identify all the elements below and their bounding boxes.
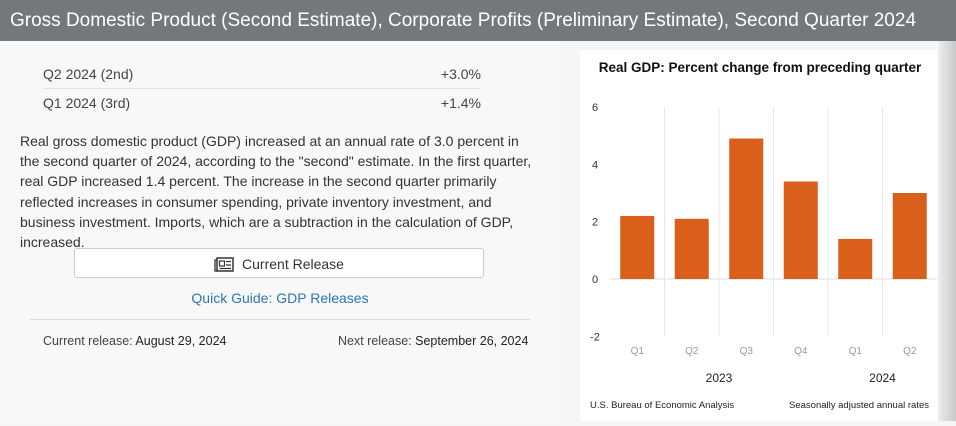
current-release-label: Current Release — [242, 256, 344, 272]
summary-panel — [0, 41, 560, 421]
chart-note: Seasonally adjusted annual rates — [789, 400, 929, 411]
next-release-label: Next release: — [338, 334, 412, 348]
summary-row: Q1 2024 (3rd) +1.4% — [43, 89, 481, 117]
summary-label: Q1 2024 (3rd) — [43, 95, 131, 111]
summary-row: Q2 2024 (2nd) +3.0% — [43, 60, 481, 89]
x-tick-label: Q4 — [794, 346, 808, 357]
x-tick-label: Q2 — [685, 346, 699, 357]
x-tick-label: Q1 — [849, 346, 863, 357]
bar — [783, 181, 818, 279]
bar — [620, 215, 655, 279]
bar — [838, 238, 873, 279]
summary-label: Q2 2024 (2nd) — [43, 66, 134, 82]
bar — [729, 138, 764, 279]
chart-title: Real GDP: Percent change from preceding … — [599, 60, 922, 75]
current-release-label: Current release: — [43, 334, 133, 348]
description: Real gross domestic product (GDP) increa… — [20, 133, 532, 251]
scroll-shadow — [938, 41, 956, 421]
x-tick-label: Q1 — [631, 346, 645, 357]
year-label: 2024 — [869, 371, 896, 385]
divider — [30, 319, 530, 320]
current-release-info: Current release: August 29, 2024 — [43, 334, 226, 348]
y-tick-label: 2 — [592, 217, 598, 229]
page-title: Gross Domestic Product (Second Estimate)… — [0, 0, 956, 41]
gdp-chart-svg: Real GDP: Percent change from preceding … — [590, 60, 937, 411]
year-label: 2023 — [706, 371, 733, 385]
gdp-chart: Real GDP: Percent change from preceding … — [580, 50, 940, 421]
next-release-date: September 26, 2024 — [415, 334, 529, 348]
summary-value: +3.0% — [440, 66, 481, 82]
summary-value: +1.4% — [440, 95, 481, 111]
next-release-info: Next release: September 26, 2024 — [338, 334, 528, 348]
bar — [892, 193, 927, 279]
chart-source: U.S. Bureau of Economic Analysis — [590, 400, 734, 411]
quick-guide-link[interactable]: Quick Guide: GDP Releases — [191, 290, 369, 306]
current-release-button[interactable]: Current Release — [74, 248, 484, 278]
newspaper-icon — [214, 257, 234, 272]
bar — [674, 218, 709, 279]
y-tick-label: 0 — [592, 274, 598, 286]
y-tick-label: 6 — [592, 102, 598, 114]
x-tick-label: Q2 — [903, 346, 917, 357]
x-tick-label: Q3 — [740, 346, 754, 357]
y-tick-label: 4 — [592, 159, 598, 171]
y-tick-label: -2 — [590, 331, 600, 343]
current-release-date: August 29, 2024 — [135, 334, 227, 348]
